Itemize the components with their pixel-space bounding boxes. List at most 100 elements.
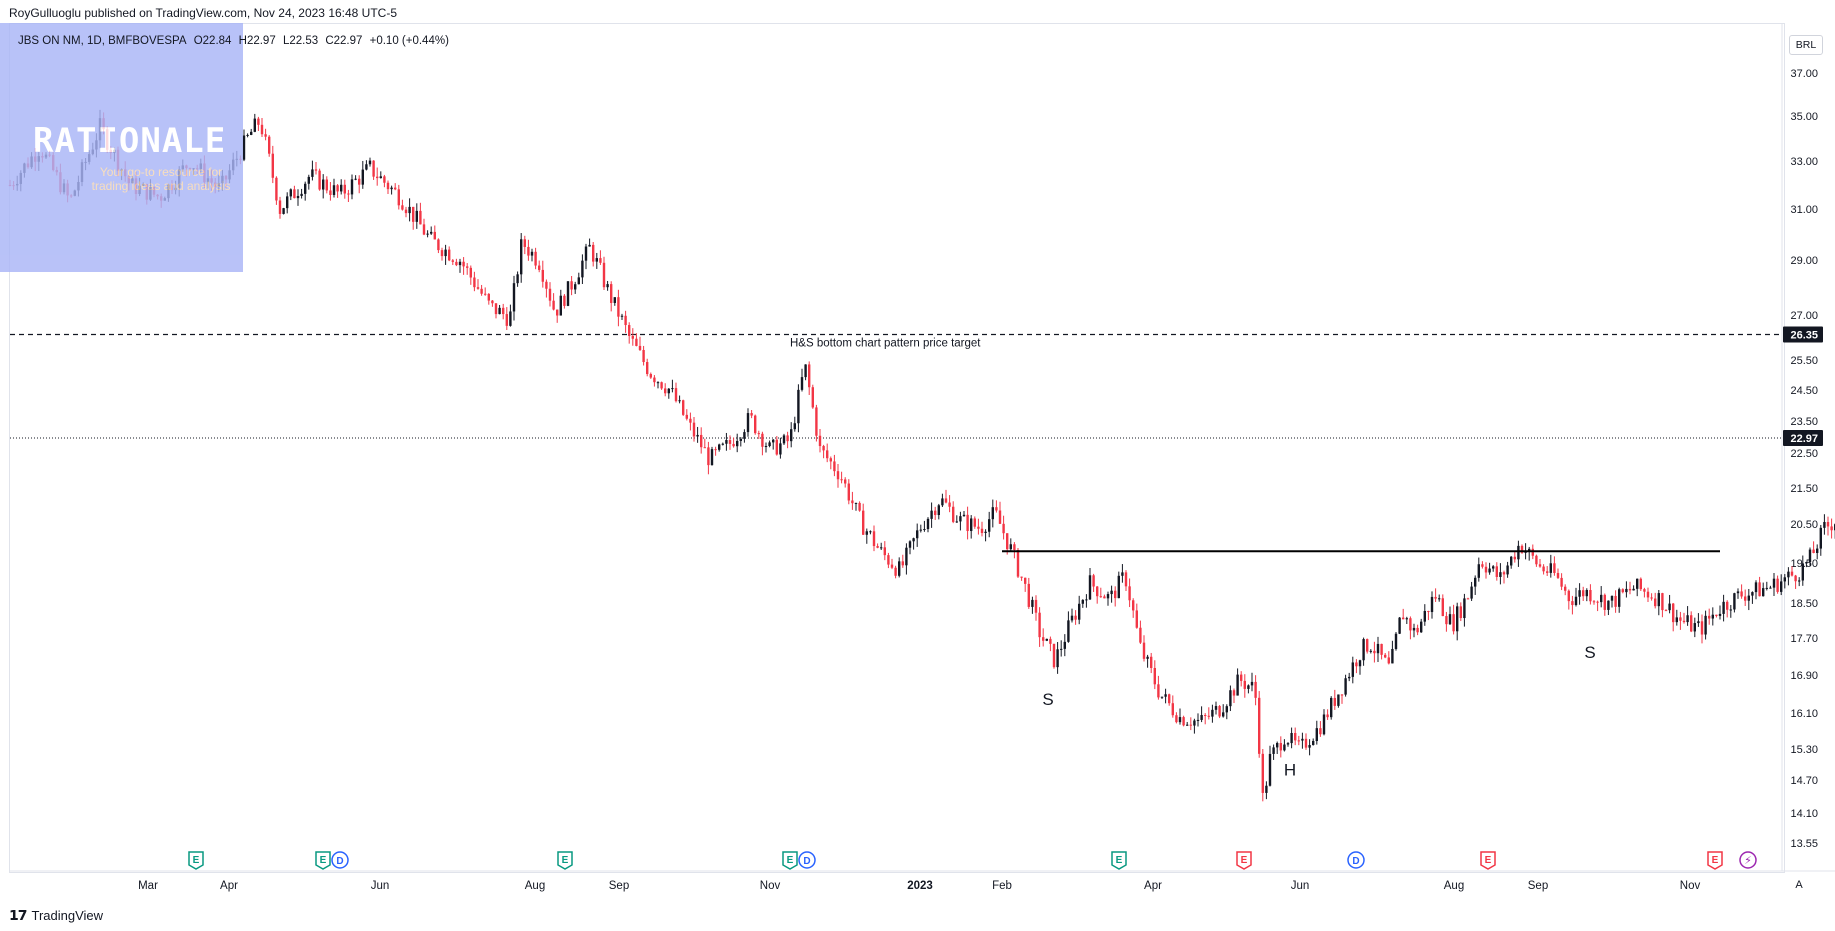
candle-body xyxy=(674,388,678,402)
candle-body xyxy=(545,281,548,289)
candle-body xyxy=(412,206,415,222)
candle-body xyxy=(988,519,991,532)
candle-body xyxy=(1020,576,1023,578)
y-tick-label: 25.50 xyxy=(1790,355,1818,367)
candle-body xyxy=(444,249,447,257)
candle-body xyxy=(1380,643,1383,655)
candle-body xyxy=(1225,706,1228,713)
candle-body xyxy=(1049,638,1052,644)
candle-body xyxy=(1484,566,1488,573)
candle-body xyxy=(1182,717,1185,726)
candle-body xyxy=(1409,618,1412,631)
candle-body xyxy=(1762,588,1765,597)
candle-body xyxy=(271,153,274,178)
chart-frame[interactable] xyxy=(9,23,1785,873)
candle-body xyxy=(1052,643,1056,668)
x-tick-label: 2023 xyxy=(907,880,933,892)
candle-body xyxy=(1150,656,1153,668)
tradingview-logo-icon: 𝟭𝟳 xyxy=(9,907,28,923)
candle-body xyxy=(732,443,735,447)
candle-body xyxy=(1466,598,1470,600)
dividend-event-glyph: D xyxy=(803,856,810,867)
target-line-label: H&S bottom chart pattern price target xyxy=(790,338,981,350)
candle-body xyxy=(350,179,354,195)
candle-body xyxy=(293,189,296,199)
candle-body xyxy=(710,449,714,466)
candle-body xyxy=(1628,588,1632,591)
high-value: H22.97 xyxy=(238,35,276,47)
candle-body xyxy=(1427,610,1430,613)
candle-body xyxy=(714,449,717,451)
candle-body xyxy=(1675,617,1678,623)
candle-body xyxy=(1276,742,1279,748)
candle-body xyxy=(998,510,1002,524)
candle-body xyxy=(944,498,948,503)
candle-body xyxy=(1319,728,1322,735)
candle-body xyxy=(318,170,321,190)
candle-body xyxy=(1398,617,1401,634)
x-tick-label: Jun xyxy=(371,880,390,892)
y-tick-label: 16.90 xyxy=(1790,670,1818,682)
candle-body xyxy=(437,239,440,251)
candle-body xyxy=(1715,614,1718,616)
currency-button[interactable]: BRL xyxy=(1789,35,1823,55)
footer-brand[interactable]: 𝟭𝟳 TradingView xyxy=(9,907,103,924)
dividend-event-icon xyxy=(798,851,816,869)
split-event-icon xyxy=(1739,851,1757,869)
candle-body xyxy=(548,288,552,301)
candle-body xyxy=(872,531,876,547)
candle-body xyxy=(1560,577,1563,587)
candle-body xyxy=(1448,614,1452,625)
candle-body xyxy=(1574,596,1578,606)
candle-body xyxy=(1250,681,1254,686)
candle-body xyxy=(1168,694,1171,704)
candle-body xyxy=(948,502,951,507)
candle-body xyxy=(1258,697,1261,754)
candle-body xyxy=(606,284,609,288)
candle-body xyxy=(682,400,685,415)
candle-body xyxy=(1013,544,1016,550)
candle-body xyxy=(487,293,490,301)
candle-body xyxy=(1315,728,1318,741)
candle-body xyxy=(865,531,868,535)
candle-body xyxy=(1488,568,1491,573)
candle-body xyxy=(1556,572,1560,578)
earnings-event-glyph: E xyxy=(193,855,200,866)
candle-body xyxy=(1153,667,1156,685)
candle-body xyxy=(804,364,807,378)
candle-body xyxy=(397,189,400,206)
candle-body xyxy=(1088,575,1092,600)
auto-scale-button[interactable]: A xyxy=(1795,879,1803,891)
y-tick-label: 33.00 xyxy=(1790,156,1818,168)
y-tick-label: 35.00 xyxy=(1790,111,1818,123)
candle-body xyxy=(1211,709,1214,717)
candle-body xyxy=(1067,620,1070,642)
candle-body xyxy=(1679,617,1682,621)
x-tick-label: Sep xyxy=(1528,880,1548,892)
candle-body xyxy=(1690,615,1693,632)
candle-body xyxy=(462,261,465,267)
candle-body xyxy=(653,377,656,383)
symbol-name[interactable]: JBS ON NM, 1D, BMFBOVESPA xyxy=(18,35,187,47)
split-event-glyph: ⚡ xyxy=(1744,854,1752,867)
candle-body xyxy=(1272,747,1275,754)
candle-body xyxy=(1142,642,1146,659)
candle-body xyxy=(433,231,436,240)
y-tick-label: 31.00 xyxy=(1790,204,1818,216)
candle-body xyxy=(1801,563,1804,581)
candle-body xyxy=(1621,589,1624,593)
candle-body xyxy=(1528,548,1531,552)
candle-body xyxy=(1592,601,1596,603)
candle-body xyxy=(1585,589,1588,597)
candle-body xyxy=(1614,595,1617,607)
candle-body xyxy=(1646,591,1650,598)
symbol-legend[interactable]: JBS ON NM, 1D, BMFBOVESPA O22.84 H22.97 … xyxy=(18,35,453,47)
candle-body xyxy=(1218,706,1221,717)
candle-body xyxy=(322,179,325,190)
candle-body xyxy=(1027,583,1030,607)
candle-body xyxy=(440,250,444,257)
candle-body xyxy=(1733,593,1736,610)
candle-body xyxy=(1103,596,1106,599)
candle-body xyxy=(1726,601,1729,610)
